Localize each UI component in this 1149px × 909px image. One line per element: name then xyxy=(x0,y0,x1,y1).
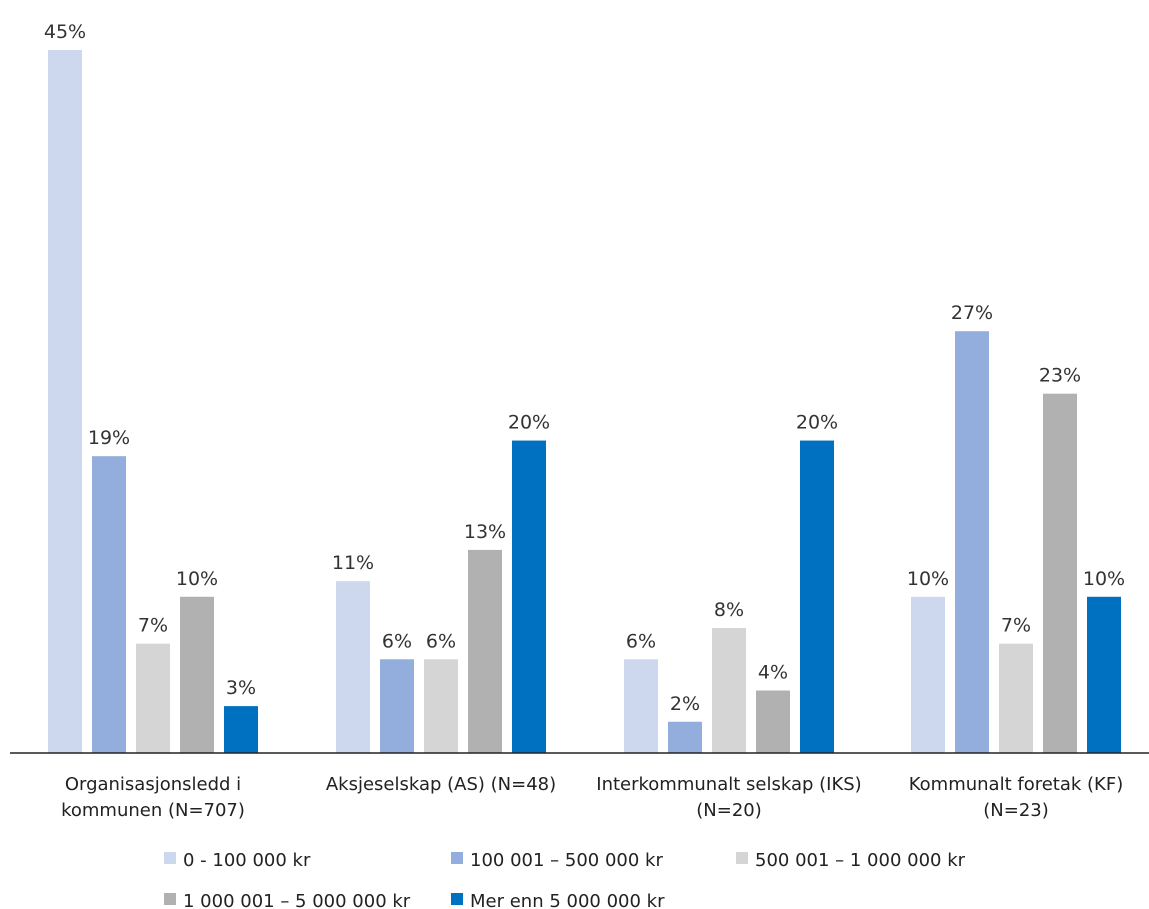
bar-s4-c1 xyxy=(512,440,546,753)
value-label-s2-c1: 6% xyxy=(426,630,456,652)
bar-s3-c3 xyxy=(1043,393,1077,753)
value-label-s3-c0: 10% xyxy=(176,568,218,590)
value-label-s4-c2: 20% xyxy=(796,412,838,434)
bar-s1-c1 xyxy=(380,659,414,753)
value-label-s1-c2: 2% xyxy=(670,693,700,715)
value-label-s4-c3: 10% xyxy=(1083,568,1125,590)
legend-swatch-1 xyxy=(451,852,463,864)
bar-s1-c2 xyxy=(668,721,702,753)
bar-s2-c1 xyxy=(424,659,458,753)
value-label-s0-c1: 11% xyxy=(332,552,374,574)
legend-label-3: 1 000 001 – 5 000 000 kr xyxy=(183,891,411,909)
value-label-s1-c0: 19% xyxy=(88,427,130,449)
legend-swatch-2 xyxy=(736,852,748,864)
bar-s0-c1 xyxy=(336,581,370,753)
value-label-s2-c2: 8% xyxy=(714,599,744,621)
bar-s3-c0 xyxy=(180,596,214,753)
value-label-s1-c3: 27% xyxy=(951,302,993,324)
bar-s2-c0 xyxy=(136,643,170,753)
legend-label-2: 500 001 – 1 000 000 kr xyxy=(755,850,966,871)
value-label-s0-c2: 6% xyxy=(626,630,656,652)
legend-label-4: Mer enn 5 000 000 kr xyxy=(470,891,665,909)
value-label-s3-c2: 4% xyxy=(758,662,788,684)
bar-s1-c3 xyxy=(955,331,989,753)
bar-s3-c2 xyxy=(756,690,790,753)
value-label-s4-c1: 20% xyxy=(508,412,550,434)
bar-s1-c0 xyxy=(92,456,126,753)
legend-swatch-0 xyxy=(164,852,176,864)
legend-label-1: 100 001 – 500 000 kr xyxy=(470,850,663,871)
category-label-2-line-1: (N=20) xyxy=(696,800,762,821)
bar-s4-c3 xyxy=(1087,596,1121,753)
value-label-s0-c3: 10% xyxy=(907,568,949,590)
category-label-3-line-1: (N=23) xyxy=(983,800,1049,821)
value-label-s2-c0: 7% xyxy=(138,615,168,637)
value-label-s3-c3: 23% xyxy=(1039,365,1081,387)
bar-s2-c3 xyxy=(999,643,1033,753)
bar-s4-c0 xyxy=(224,706,258,753)
category-label-0-line-0: Organisasjonsledd i xyxy=(65,774,241,795)
legend: 0 - 100 000 kr 100 001 – 500 000 kr 500 00… xyxy=(164,850,966,909)
value-label-s0-c0: 45% xyxy=(44,21,86,43)
bar-s4-c2 xyxy=(800,440,834,753)
category-label-1-line-0: Aksjeselskap (AS) (N=48) xyxy=(326,774,556,795)
value-label-s4-c0: 3% xyxy=(226,677,256,699)
value-labels-layer: 45% 11% 6% 10% 19% 6% 2% 27% 7% 6% 8% 7% 10% 13% 4% 23%… xyxy=(44,21,1125,715)
legend-label-0: 0 - 100 000 kr xyxy=(183,850,311,871)
bar-s2-c2 xyxy=(712,628,746,753)
category-labels-layer: Organisasjonsledd i kommunen (N=707) Aksje… xyxy=(61,774,1123,821)
category-label-2-line-0: Interkommunalt selskap (IKS) xyxy=(596,774,861,795)
value-label-s2-c3: 7% xyxy=(1001,615,1031,637)
bar-s0-c0 xyxy=(48,50,82,753)
bar-s3-c1 xyxy=(468,549,502,753)
category-label-3-line-0: Kommunalt foretak (KF) xyxy=(909,774,1123,795)
legend-swatch-3 xyxy=(164,893,176,905)
value-label-s1-c1: 6% xyxy=(382,630,412,652)
bar-s0-c3 xyxy=(911,596,945,753)
value-label-s3-c1: 13% xyxy=(464,521,506,543)
bars-layer xyxy=(48,50,1121,753)
category-label-0-line-1: kommunen (N=707) xyxy=(61,800,245,821)
bar-s0-c2 xyxy=(624,659,658,753)
legend-swatch-4 xyxy=(451,893,463,905)
